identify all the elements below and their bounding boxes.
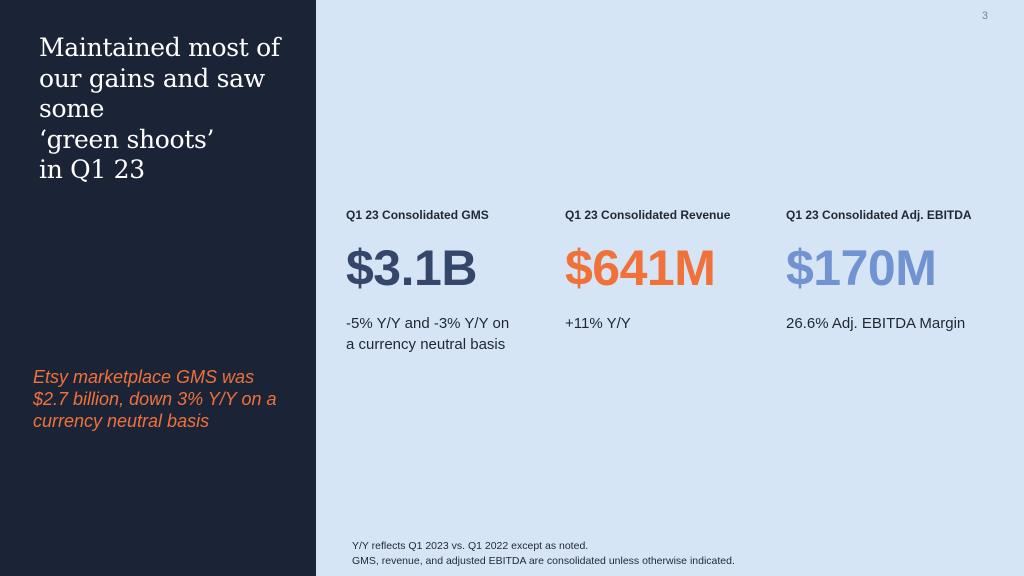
metric-label: Q1 23 Consolidated Adj. EBITDA — [786, 208, 972, 222]
metric-revenue: Q1 23 Consolidated Revenue $641M +11% Y/… — [565, 207, 775, 334]
footnote-line: Y/Y reflects Q1 2023 vs. Q1 2022 except … — [352, 540, 589, 552]
slide-headline: Maintained most of our gains and saw som… — [39, 33, 280, 184]
marketplace-callout: Etsy marketplace GMS was $2.7 billion, d… — [33, 367, 277, 431]
metric-label: Q1 23 Consolidated GMS — [346, 208, 489, 222]
metric-value: $641M — [565, 240, 716, 296]
metric-label: Q1 23 Consolidated Revenue — [565, 208, 731, 222]
metric-adj-ebitda: Q1 23 Consolidated Adj. EBITDA $170M 26.… — [786, 207, 996, 334]
metric-gms: Q1 23 Consolidated GMS $3.1B -5% Y/Y and… — [346, 207, 556, 355]
footnotes: Y/Y reflects Q1 2023 vs. Q1 2022 except … — [352, 539, 735, 569]
metric-note: 26.6% Adj. EBITDA Margin — [786, 315, 966, 332]
metric-note: -5% Y/Y and -3% Y/Y on a currency neutra… — [346, 315, 510, 353]
page-number: 3 — [981, 10, 988, 22]
metric-value: $3.1B — [346, 240, 477, 296]
metric-note: +11% Y/Y — [565, 315, 631, 332]
left-panel: Maintained most of our gains and saw som… — [0, 0, 316, 576]
footnote-line: GMS, revenue, and adjusted EBITDA are co… — [352, 555, 735, 567]
metric-value: $170M — [786, 240, 937, 296]
